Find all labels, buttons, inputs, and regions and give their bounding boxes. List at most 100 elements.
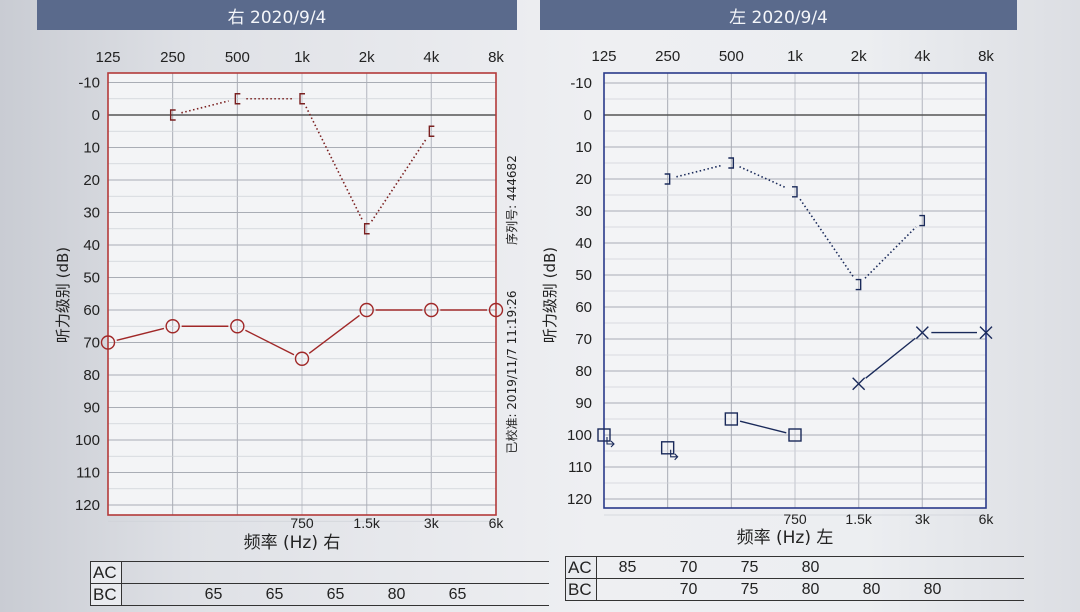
y-tick-label: 30 <box>575 203 592 220</box>
table-cell: 70 <box>658 578 719 601</box>
table-cell <box>427 561 488 584</box>
row-label: BC <box>565 578 597 601</box>
table-cell: 85 <box>596 556 658 579</box>
table-cell: 70 <box>658 556 719 579</box>
circle-marker <box>165 319 180 334</box>
table-cell <box>244 561 305 584</box>
bracket-marker <box>919 214 926 227</box>
x-mid-tick-label: 1.5k <box>845 511 872 527</box>
x-mid-tick-label: 750 <box>290 515 314 531</box>
y-tick-label: 30 <box>83 205 100 222</box>
y-tick-label: 70 <box>575 331 592 348</box>
left-frame <box>603 72 987 509</box>
x-tick-label: 8k <box>488 49 504 66</box>
table-cell <box>488 583 549 606</box>
no-response-square-marker <box>597 428 611 442</box>
circle-marker <box>100 335 116 350</box>
y-tick-label: 0 <box>584 107 592 124</box>
left-ear-threshold-table: AC 85 70 75 80 BC 70 75 80 80 80 <box>565 556 1024 601</box>
x-tick-label: 2k <box>359 49 375 66</box>
y-axis-label: 听力级别 (dB) <box>541 247 559 343</box>
table-cell: 80 <box>902 578 963 601</box>
x-tick-label: 125 <box>95 49 120 66</box>
y-tick-label: 20 <box>575 171 592 188</box>
y-tick-label: 0 <box>92 107 100 124</box>
table-cell <box>305 561 366 584</box>
x-marker <box>979 326 993 340</box>
bracket-marker <box>169 109 176 121</box>
y-tick-label: 100 <box>567 427 592 444</box>
table-row: AC <box>90 561 549 584</box>
table-cell <box>121 583 183 606</box>
table-row: AC 85 70 75 80 <box>565 556 1024 579</box>
row-label: BC <box>90 583 122 606</box>
table-cell: 65 <box>427 583 488 606</box>
table-row: BC 70 75 80 80 80 <box>565 578 1024 601</box>
x-marker <box>852 377 866 391</box>
y-tick-label: 40 <box>83 237 100 254</box>
x-tick-label: 1k <box>294 49 310 66</box>
x-tick-label: 1k <box>787 48 803 65</box>
x-tick-label: 8k <box>978 48 994 65</box>
no-response-square-marker <box>660 441 675 455</box>
right-ear-threshold-table: AC BC 65 65 65 80 65 <box>90 561 549 606</box>
row-label: AC <box>565 556 597 579</box>
y-tick-label: 80 <box>575 363 592 380</box>
table-cell: 80 <box>841 578 902 601</box>
x-mid-tick-label: 6k <box>489 515 505 531</box>
table-cell <box>183 561 244 584</box>
table-cell: 75 <box>719 578 780 601</box>
bracket-marker <box>728 157 735 169</box>
table-cell <box>488 561 549 584</box>
table-cell <box>366 561 427 584</box>
y-tick-label: 100 <box>75 432 100 449</box>
left-audiogram: 125 250 500 1k 2k 4k 8k 750 1.5k 3k 6k -10 0 10 20 30 40… <box>541 48 994 548</box>
table-cell <box>596 578 658 601</box>
right-audiogram: 125 250 500 1k 2k 4k 8k 750 1.5k 3k 6k -10 0 10 20 30 40… <box>54 49 519 553</box>
circle-marker <box>488 302 504 318</box>
table-cell: 80 <box>780 578 841 601</box>
x-tick-label: 4k <box>423 49 439 66</box>
table-cell: 75 <box>719 556 780 579</box>
y-tick-label: 10 <box>83 140 100 157</box>
y-tick-label: 110 <box>568 459 592 476</box>
left-ear-header: 左 2020/9/4 <box>540 0 1017 30</box>
y-tick-label: 20 <box>83 172 100 189</box>
y-tick-label: 60 <box>83 302 100 319</box>
left-x-line <box>865 331 977 379</box>
y-tick-label: 50 <box>575 267 592 284</box>
table-cell: 65 <box>305 583 366 606</box>
bracket-marker <box>428 125 435 137</box>
table-cell <box>963 578 1024 601</box>
y-tick-label: 120 <box>567 491 592 508</box>
bracket-marker <box>664 173 671 185</box>
x-tick-label: 250 <box>160 49 185 66</box>
x-tick-label: 2k <box>851 48 867 65</box>
x-tick-label: 500 <box>225 49 250 66</box>
y-tick-label: 70 <box>83 335 100 352</box>
y-axis-label: 听力级别 (dB) <box>54 247 72 343</box>
table-cell: 80 <box>366 583 427 606</box>
circle-marker <box>359 302 374 318</box>
x-marker <box>915 326 929 340</box>
x-tick-label: 4k <box>914 48 930 65</box>
right-bracket-right-line <box>181 97 428 222</box>
y-tick-label: 120 <box>75 497 100 514</box>
left-square-line <box>739 420 787 434</box>
bracket-marker <box>234 93 241 105</box>
bracket-marker <box>855 278 862 291</box>
x-tick-label: 250 <box>655 48 680 65</box>
y-tick-label: -10 <box>570 75 592 92</box>
x-axis-label: 频率 (Hz) 左 <box>737 528 834 548</box>
y-tick-label: 10 <box>575 139 592 156</box>
y-tick-label: 90 <box>575 395 592 412</box>
table-cell <box>902 556 963 579</box>
x-mid-tick-label: 3k <box>424 515 440 531</box>
x-mid-tick-label: 3k <box>915 511 931 527</box>
y-tick-label: 50 <box>83 270 100 287</box>
circle-marker <box>294 351 310 366</box>
right-frame <box>107 72 497 516</box>
table-cell <box>121 561 183 584</box>
table-cell <box>963 556 1024 579</box>
